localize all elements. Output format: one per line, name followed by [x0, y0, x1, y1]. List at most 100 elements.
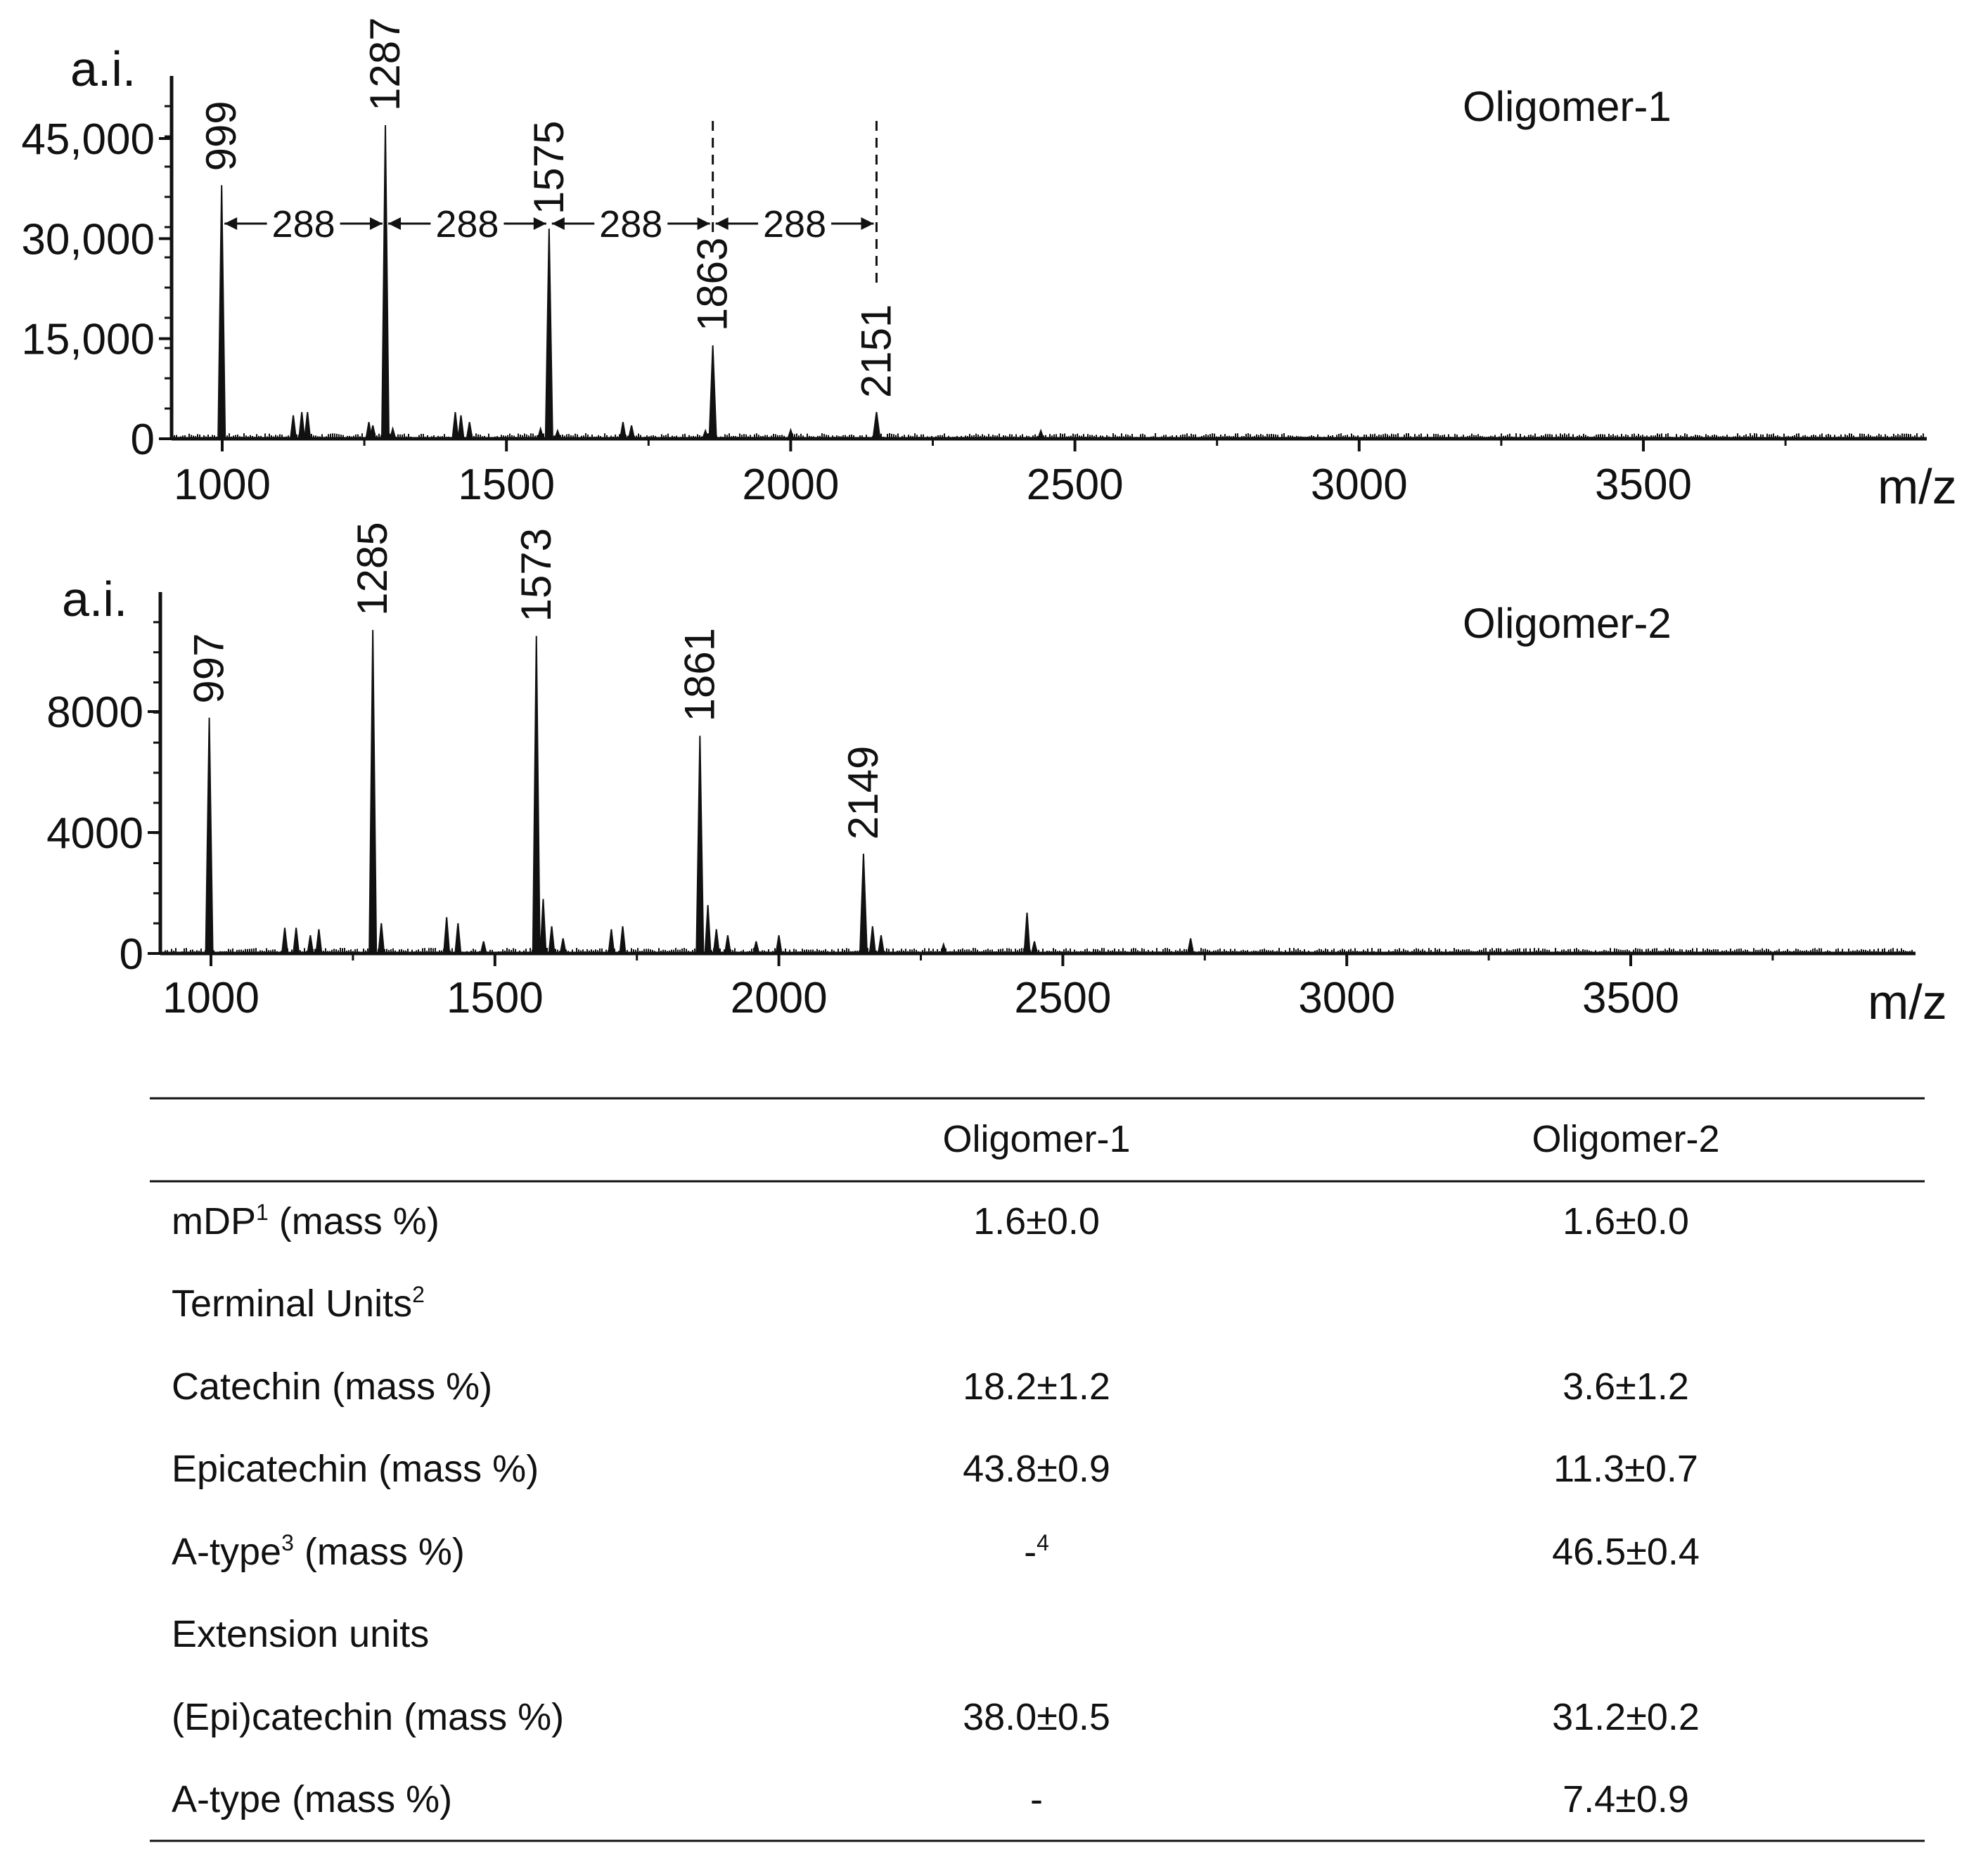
spectrum-panel-oligomer-1: 0 15,000 30,000 45,000 1000 1500 2000 2500 3000 3… [21, 18, 1956, 514]
y-axis-label: a.i. [62, 572, 127, 627]
peak-1861 [695, 735, 705, 954]
peak-label-1861: 1861 [676, 628, 723, 721]
y-tick-label: 8000 [46, 688, 143, 737]
row-label-text: mDP [172, 1200, 256, 1242]
y-tick-label: 15,000 [21, 316, 155, 364]
row-label-text: A-type [172, 1531, 281, 1573]
minor-peak [1030, 941, 1039, 954]
minor-peak [480, 941, 487, 954]
spacing-arrowhead-right [861, 217, 874, 230]
minor-peak [298, 411, 306, 439]
cell-value: 31.2±0.2 [1552, 1696, 1700, 1738]
cell-value: 7.4±0.9 [1563, 1778, 1689, 1820]
minor-peak [368, 425, 377, 439]
table-row-label: (Epi)catechin (mass %) [172, 1696, 564, 1738]
x-tick-label: 3500 [1582, 974, 1679, 1022]
series-title: Oligomer-1 [1463, 83, 1672, 130]
row-label-text: (Epi)catechin (mass %) [172, 1696, 564, 1738]
minor-peak [619, 926, 627, 954]
minor-peak [289, 415, 297, 439]
spacing-label: 288 [272, 203, 335, 245]
y-tick-label: 0 [120, 930, 143, 979]
table-row-label: Epicatechin (mass %) [172, 1448, 539, 1490]
minor-peak [281, 927, 289, 954]
row-label-footnote: 2 [412, 1282, 425, 1307]
row-label-text: Epicatechin (mass %) [172, 1448, 539, 1490]
minor-peak [451, 411, 459, 439]
table-cell: 46.5±0.4 [1552, 1531, 1700, 1573]
cell-value: 3.6±1.2 [1563, 1366, 1689, 1408]
minor-peak [868, 926, 876, 954]
x-tick-label: 2000 [742, 461, 839, 509]
minor-peak [559, 938, 567, 954]
table-row-label: Extension units [172, 1613, 429, 1655]
table-cell: 1.6±0.0 [1563, 1200, 1689, 1242]
minor-peak [877, 935, 885, 954]
row-label-text: Extension units [172, 1613, 429, 1655]
minor-peak [724, 935, 732, 954]
row-label-footnote: 1 [256, 1200, 269, 1225]
minor-peak [548, 926, 556, 954]
minor-peak [704, 905, 712, 954]
spacing-arrowhead-left [388, 217, 402, 230]
minor-peak [619, 422, 627, 439]
y-axis-label: a.i. [70, 41, 136, 96]
minor-peak [775, 935, 783, 954]
spacing-arrowhead-right [697, 217, 710, 230]
peak-999 [217, 185, 226, 439]
minor-peak [315, 929, 323, 954]
peak-label-1287: 1287 [361, 18, 409, 111]
table-cell: 31.2±0.2 [1552, 1696, 1700, 1738]
peak-label-1575: 1575 [525, 121, 572, 214]
table-cell: -4 [1024, 1530, 1049, 1573]
table-row-label: Terminal Units2 [172, 1282, 425, 1325]
table-header-oligomer-1: Oligomer-1 [942, 1118, 1130, 1160]
table-cell: 3.6±1.2 [1563, 1366, 1689, 1408]
minor-peak [1023, 912, 1031, 954]
minor-peak [939, 942, 948, 954]
minor-peak [1037, 428, 1045, 439]
peak-label-2149: 2149 [840, 746, 887, 840]
peak-label-999: 999 [198, 101, 245, 171]
minor-peak [443, 917, 451, 954]
table-header-oligomer-2: Oligomer-2 [1532, 1118, 1719, 1160]
x-tick-label: 2000 [731, 974, 828, 1022]
minor-peak [787, 428, 795, 439]
row-label-footnote: 3 [281, 1530, 294, 1555]
table-row-label: Catechin (mass %) [172, 1366, 492, 1408]
minor-peak [1186, 938, 1195, 954]
y-tick-label: 4000 [46, 809, 143, 858]
y-tick-label: 30,000 [21, 215, 155, 264]
minor-peak [627, 425, 636, 439]
x-tick-label: 1500 [458, 461, 555, 509]
x-tick-label: 2500 [1014, 974, 1111, 1022]
table-cell: 43.8±0.9 [963, 1448, 1110, 1490]
y-tick-label: 45,000 [21, 115, 155, 164]
table-cell: 18.2±1.2 [963, 1366, 1110, 1408]
peak-2149 [859, 854, 868, 954]
minor-peak [537, 426, 545, 439]
table-cell: - [1030, 1778, 1043, 1820]
minor-peak [293, 927, 300, 954]
table-row-label: mDP1 (mass %) [172, 1200, 440, 1242]
spectrum-panel-oligomer-2: 0 4000 8000 1000 1500 2000 2500 3000 3500 997 1285… [46, 522, 1947, 1029]
spacing-arrowhead-left [715, 217, 729, 230]
peak-label-1863: 1863 [689, 238, 736, 331]
table-cell: 7.4±0.9 [1563, 1778, 1689, 1820]
minor-peak [304, 411, 312, 439]
row-label-text: Terminal Units [172, 1283, 412, 1325]
minor-peak [454, 923, 462, 954]
cell-value: - [1030, 1778, 1043, 1820]
table-row-label: A-type (mass %) [172, 1778, 452, 1820]
minor-peak [539, 899, 547, 954]
cell-value: 38.0±0.5 [963, 1696, 1110, 1738]
table-cell: 38.0±0.5 [963, 1696, 1110, 1738]
peak-label-1573: 1573 [513, 528, 560, 622]
cell-value: 46.5±0.4 [1552, 1531, 1700, 1573]
peak-label-997: 997 [186, 633, 233, 703]
cell-value: 43.8±0.9 [963, 1448, 1110, 1490]
table-row-label: A-type3 (mass %) [172, 1530, 465, 1573]
x-tick-label: 3000 [1298, 974, 1395, 1022]
cell-value: 11.3±0.7 [1553, 1448, 1698, 1490]
row-label-unit: (mass %) [269, 1200, 440, 1242]
